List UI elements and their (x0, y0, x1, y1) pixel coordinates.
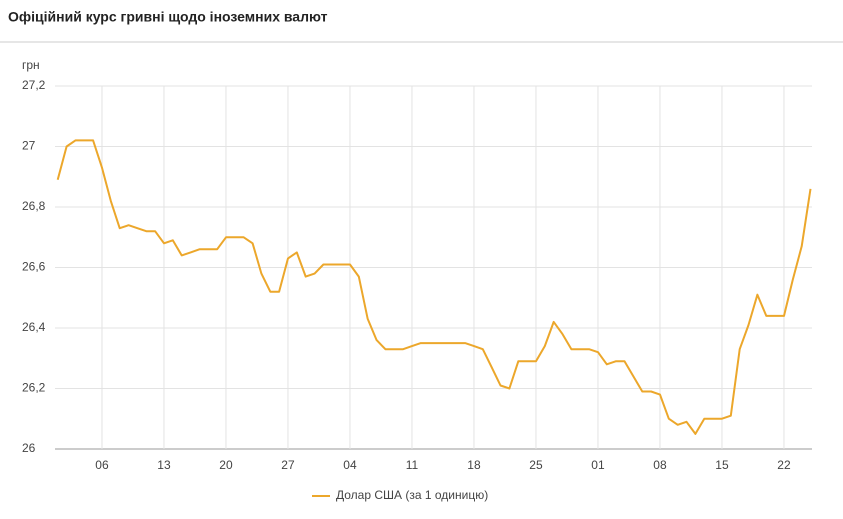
x-tick-label: 25 (529, 458, 543, 472)
x-tick-label: 08 (653, 458, 667, 472)
legend-label: Долар США (за 1 одиницю) (336, 488, 488, 502)
y-tick-label: 26,8 (22, 199, 46, 213)
x-tick-label: 13 (157, 458, 171, 472)
x-tick-label: 06 (95, 458, 109, 472)
x-tick-label: 15 (715, 458, 729, 472)
x-tick-label: 20 (219, 458, 233, 472)
x-tick-label: 22 (777, 458, 791, 472)
y-tick-label: 27 (22, 139, 36, 153)
x-tick-label: 04 (343, 458, 357, 472)
y-axis-label: грн (22, 58, 40, 72)
chart-title: Офіційний курс гривні щодо іноземних вал… (8, 9, 328, 25)
x-tick-label: 01 (591, 458, 605, 472)
y-tick-label: 26,2 (22, 381, 46, 395)
x-tick-label: 18 (467, 458, 481, 472)
y-tick-label: 26,4 (22, 320, 46, 334)
y-tick-label: 26,6 (22, 260, 46, 274)
x-tick-label: 11 (406, 458, 419, 472)
header (0, 0, 843, 42)
x-tick-label: 27 (281, 458, 295, 472)
y-tick-label: 27,2 (22, 78, 46, 92)
series-line (56, 139, 812, 435)
y-tick-label: 26 (22, 441, 36, 455)
